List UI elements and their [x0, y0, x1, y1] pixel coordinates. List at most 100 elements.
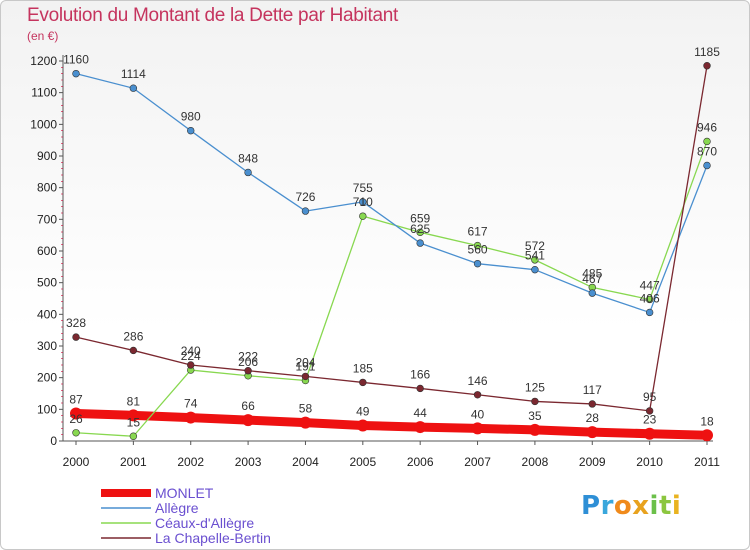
logo-letter: P — [581, 491, 601, 521]
data-label: 23 — [643, 413, 657, 427]
legend-label: Céaux-d'Allègre — [155, 515, 254, 531]
data-label: 146 — [468, 374, 488, 388]
data-label: 206 — [238, 355, 258, 369]
data-point — [645, 407, 654, 415]
data-point — [586, 426, 599, 439]
data-point — [359, 378, 367, 387]
x-tick-label: 2003 — [235, 455, 262, 469]
x-tick-label: 2007 — [464, 455, 491, 469]
x-tick-label: 2004 — [292, 455, 319, 469]
data-label: 946 — [697, 120, 717, 134]
data-point — [701, 429, 713, 442]
data-label: 541 — [525, 249, 545, 263]
data-point — [244, 367, 252, 375]
y-tick-label: 1000 — [30, 117, 57, 131]
data-label: 185 — [353, 361, 373, 375]
data-point — [531, 265, 539, 274]
legend-label: MONLET — [155, 485, 214, 501]
data-label: 44 — [414, 406, 428, 420]
series-layer — [70, 62, 713, 442]
x-tick-label: 2010 — [636, 455, 663, 469]
data-point — [414, 421, 427, 434]
x-tick-label: 2000 — [63, 455, 90, 469]
data-label: 625 — [410, 222, 430, 236]
data-point — [703, 137, 711, 146]
data-label: 117 — [583, 383, 602, 397]
y-tick-label: 300 — [37, 339, 57, 353]
data-label: 485 — [582, 266, 602, 280]
logo-letter: t — [658, 491, 672, 521]
y-tick-label: 700 — [37, 212, 57, 226]
data-label: 467 — [582, 272, 602, 286]
data-label: 66 — [241, 399, 255, 413]
data-label: 240 — [181, 344, 201, 358]
data-label: 560 — [468, 243, 488, 257]
data-label: 28 — [586, 411, 600, 425]
data-point — [301, 372, 310, 381]
data-point — [129, 84, 138, 92]
y-tick-label: 800 — [37, 181, 57, 195]
y-tick-label: 500 — [37, 276, 57, 290]
data-label: 87 — [69, 392, 83, 406]
data-point — [129, 432, 138, 440]
data-point — [643, 427, 656, 440]
logo-letter: i — [671, 491, 682, 521]
data-label: 204 — [295, 355, 315, 369]
data-point — [184, 411, 197, 424]
data-point — [416, 239, 424, 247]
axes: 0 100 200 300 400 500 600 700 800 900 1000 1100 1200… — [30, 54, 720, 469]
data-label: 980 — [181, 110, 201, 124]
data-point — [645, 295, 654, 304]
data-point — [416, 384, 424, 393]
data-point — [187, 126, 195, 135]
data-label: 617 — [468, 225, 488, 239]
data-label: 191 — [295, 360, 315, 374]
data-point — [416, 228, 424, 237]
data-point — [301, 207, 310, 215]
logo-letter: x — [632, 491, 650, 521]
y-tick-label: 1100 — [31, 86, 57, 100]
data-point — [187, 361, 195, 369]
x-tick-label: 2002 — [177, 455, 204, 469]
chart-title: Evolution du Montant de la Dette par Hab… — [27, 5, 398, 26]
data-label: 710 — [353, 195, 373, 209]
data-label: 125 — [525, 380, 545, 394]
data-label: 1114 — [121, 67, 146, 81]
x-tick-label: 2005 — [349, 455, 376, 469]
data-label: 1185 — [694, 45, 720, 59]
data-label: 74 — [184, 397, 198, 411]
data-label: 659 — [410, 211, 430, 225]
data-point — [531, 256, 539, 264]
data-point — [244, 168, 252, 177]
data-point — [72, 429, 80, 437]
y-tick-label: 100 — [37, 402, 57, 416]
data-label: 222 — [238, 350, 258, 364]
series-line-0 — [71, 408, 712, 440]
logo-letter: r — [600, 491, 614, 521]
data-label: 406 — [640, 291, 660, 305]
data-point — [70, 407, 82, 420]
data-point — [528, 423, 541, 436]
series-line-2 — [75, 140, 708, 437]
x-tick-label: 2008 — [522, 455, 549, 469]
data-label: 1160 — [63, 53, 89, 67]
data-point — [242, 414, 255, 427]
data-label: 166 — [410, 367, 430, 381]
proxiti-logo: Proxiti — [581, 491, 681, 521]
chart-subtitle: (en €) — [27, 29, 59, 43]
data-label: 328 — [66, 316, 86, 330]
data-label: 58 — [299, 402, 313, 416]
data-point — [356, 419, 369, 432]
x-tick-label: 2011 — [694, 455, 720, 469]
data-point — [72, 69, 80, 78]
logo-letter: i — [649, 491, 659, 521]
y-tick-label: 1200 — [30, 54, 57, 68]
data-label: 40 — [471, 407, 485, 421]
data-label: 26 — [69, 412, 83, 426]
y-tick-label: 900 — [37, 149, 57, 163]
data-point — [129, 346, 138, 355]
data-point — [703, 161, 711, 170]
data-point — [471, 422, 484, 435]
